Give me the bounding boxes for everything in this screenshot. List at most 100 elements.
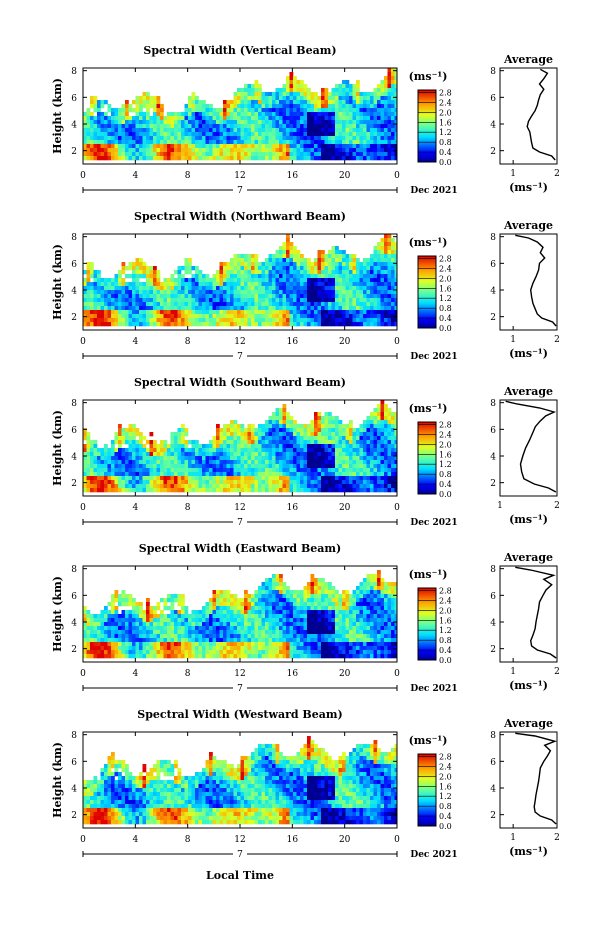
panel-2: Spectral Width (Northward Beam) 2 4 6 8 Heigh… bbox=[51, 210, 560, 362]
average-title: Average bbox=[503, 717, 553, 730]
x-tick-label: 0 bbox=[394, 669, 400, 679]
colorbar-tick-label: 1.6 bbox=[439, 284, 452, 293]
colorbar-tick-label: 0.8 bbox=[439, 138, 452, 147]
y-tick-label: 8 bbox=[71, 233, 77, 243]
average-x-tick-label: 2 bbox=[554, 833, 560, 843]
y-tick-label: 8 bbox=[71, 399, 77, 409]
panel-1: Spectral Width (Vertical Beam) 2 4 6 8 Height… bbox=[51, 44, 560, 196]
average-y-tick-label: 4 bbox=[490, 453, 496, 463]
x-tick-label: 20 bbox=[339, 337, 351, 347]
average-line bbox=[526, 68, 556, 161]
y-tick-label: 4 bbox=[71, 121, 77, 131]
colorbar-tick-label: 0.0 bbox=[439, 324, 452, 333]
x-tick-label: 16 bbox=[287, 503, 299, 513]
x-axis-label: Local Time bbox=[206, 869, 274, 882]
month-label: Dec 2021 bbox=[410, 518, 457, 528]
y-tick-label: 6 bbox=[71, 592, 77, 602]
y-tick-label: 2 bbox=[71, 479, 77, 489]
y-axis-label: Height (km) bbox=[51, 576, 64, 652]
colorbar-tick-label: 0.4 bbox=[439, 812, 452, 821]
colorbar-tick-label: 0.0 bbox=[439, 656, 452, 665]
x-tick-label: 12 bbox=[234, 337, 245, 347]
average-x-tick-label: 2 bbox=[554, 667, 560, 677]
colorbar-tick-label: 0.0 bbox=[439, 158, 452, 167]
average-y-tick-label: 2 bbox=[490, 811, 496, 821]
colorbar-tick-label: 2.8 bbox=[439, 88, 452, 97]
x-tick-label: 20 bbox=[339, 171, 351, 181]
average-y-tick-label: 4 bbox=[490, 121, 496, 131]
average-line bbox=[515, 566, 557, 659]
colorbar-tick-label: 1.6 bbox=[439, 782, 452, 791]
colorbar-tick-label: 1.6 bbox=[439, 118, 452, 127]
day-label: 7 bbox=[237, 850, 243, 860]
average-y-tick-label: 4 bbox=[490, 619, 496, 629]
colorbar-tick-label: 2.4 bbox=[439, 430, 452, 439]
y-tick-label: 8 bbox=[71, 565, 77, 575]
colorbar bbox=[417, 753, 437, 827]
average-y-tick-label: 6 bbox=[490, 758, 496, 768]
colorbar-tick-label: 2.8 bbox=[439, 752, 452, 761]
y-tick-label: 2 bbox=[71, 811, 77, 821]
average-x-tick-label: 2 bbox=[554, 335, 560, 345]
colorbar bbox=[417, 587, 437, 661]
colorbar bbox=[417, 421, 437, 495]
average-title: Average bbox=[503, 219, 553, 232]
day-label: 7 bbox=[237, 186, 243, 196]
colorbar-tick-label: 1.2 bbox=[439, 626, 452, 635]
panel-title: Spectral Width (Southward Beam) bbox=[134, 376, 346, 389]
colorbar-tick-label: 0.4 bbox=[439, 480, 452, 489]
average-x-tick-label: 2 bbox=[554, 169, 560, 179]
average-y-tick-label: 2 bbox=[490, 479, 496, 489]
average-x-tick-label: 1 bbox=[510, 667, 516, 677]
y-tick-label: 8 bbox=[71, 67, 77, 77]
month-label: Dec 2021 bbox=[410, 186, 457, 196]
colorbar-tick-label: 0.4 bbox=[439, 314, 452, 323]
average-line bbox=[515, 732, 558, 825]
colorbar-tick-label: 0.0 bbox=[439, 490, 452, 499]
average-x-label: (ms⁻¹) bbox=[509, 513, 548, 526]
average-y-tick-label: 4 bbox=[490, 287, 496, 297]
y-tick-label: 6 bbox=[71, 426, 77, 436]
colorbar-tick-label: 2.0 bbox=[439, 274, 452, 283]
average-x-tick-label: 2 bbox=[554, 501, 560, 511]
heatmap-cells bbox=[83, 68, 397, 161]
average-line bbox=[505, 400, 557, 493]
x-tick-label: 4 bbox=[132, 503, 138, 513]
heatmap-cells bbox=[83, 234, 397, 327]
colorbar-tick-label: 0.8 bbox=[439, 470, 452, 479]
average-x-label: (ms⁻¹) bbox=[509, 845, 548, 858]
colorbar-tick-label: 2.0 bbox=[439, 606, 452, 615]
x-tick-label: 12 bbox=[234, 669, 245, 679]
average-y-tick-label: 8 bbox=[490, 399, 496, 409]
average-x-tick-label: 1 bbox=[510, 335, 516, 345]
x-tick-label: 0 bbox=[80, 669, 86, 679]
x-tick-label: 12 bbox=[234, 835, 245, 845]
colorbar-unit: (ms⁻¹) bbox=[409, 734, 448, 747]
colorbar-tick-label: 1.2 bbox=[439, 128, 452, 137]
colorbar-tick-label: 1.2 bbox=[439, 294, 452, 303]
colorbar-tick-label: 1.6 bbox=[439, 450, 452, 459]
average-frame bbox=[499, 399, 558, 497]
day-label: 7 bbox=[237, 684, 243, 694]
panel-title: Spectral Width (Northward Beam) bbox=[134, 210, 346, 223]
y-tick-label: 4 bbox=[71, 287, 77, 297]
x-tick-label: 20 bbox=[339, 835, 351, 845]
y-tick-label: 6 bbox=[71, 758, 77, 768]
colorbar-tick-label: 2.0 bbox=[439, 108, 452, 117]
x-tick-label: 8 bbox=[185, 835, 191, 845]
colorbar-tick-label: 2.4 bbox=[439, 264, 452, 273]
y-axis-label: Height (km) bbox=[51, 78, 64, 154]
x-tick-label: 0 bbox=[394, 835, 400, 845]
y-tick-label: 2 bbox=[71, 147, 77, 157]
colorbar-tick-label: 2.4 bbox=[439, 98, 452, 107]
colorbar-tick-label: 0.8 bbox=[439, 304, 452, 313]
colorbar bbox=[417, 255, 437, 329]
average-line bbox=[515, 234, 557, 327]
average-y-tick-label: 2 bbox=[490, 313, 496, 323]
x-tick-label: 8 bbox=[185, 171, 191, 181]
y-axis-label: Height (km) bbox=[51, 742, 64, 818]
x-tick-label: 4 bbox=[132, 835, 138, 845]
x-tick-label: 20 bbox=[339, 503, 351, 513]
x-tick-label: 4 bbox=[132, 337, 138, 347]
panel-title: Spectral Width (Westward Beam) bbox=[137, 708, 342, 721]
